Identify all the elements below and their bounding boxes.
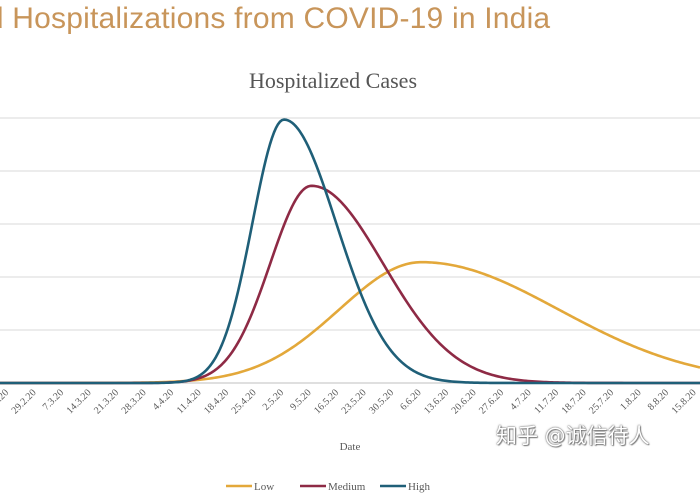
x-tick-label: 15.8.20 — [670, 387, 699, 416]
x-tick-label: 8.8.20 — [646, 387, 671, 412]
x-tick-label: 21.3.20 — [92, 387, 121, 416]
x-tick-label: 11.7.20 — [532, 387, 561, 416]
legend-label-low: Low — [254, 481, 274, 493]
series-line-high — [0, 118, 700, 385]
x-tick-label: 9.5.20 — [288, 387, 313, 412]
x-tick-label: 30.5.20 — [367, 387, 396, 416]
x-tick-label: 20.6.20 — [450, 387, 479, 416]
legend-label-medium: Medium — [328, 481, 366, 493]
x-tick-label: 25.4.20 — [230, 387, 259, 416]
x-tick-label: 7.3.20 — [41, 387, 66, 412]
x-tick-label: 4.4.20 — [151, 387, 176, 412]
x-tick-label: 29.2.20 — [10, 387, 39, 416]
banner-title: ed Hospitalizations from COVID-19 in Ind… — [0, 2, 551, 35]
x-tick-label: 6.6.20 — [398, 387, 423, 412]
x-tick-label: 1.8.20 — [618, 387, 643, 412]
x-tick-label: 2.5.20 — [261, 387, 286, 412]
chart-title: Hospitalized Cases — [248, 68, 418, 93]
series-line-medium — [0, 184, 700, 385]
x-tick-label: 16.5.20 — [312, 387, 341, 416]
x-tick-label: 28.3.20 — [120, 387, 149, 416]
legend-label-high: High — [408, 481, 431, 493]
x-tick-label: 18.7.20 — [560, 387, 589, 416]
series-line-low — [0, 260, 700, 385]
watermark-text: 知乎 @诚信待人 — [496, 424, 650, 448]
x-tick-label: 25.7.20 — [587, 387, 616, 416]
y-gridlines — [0, 117, 700, 384]
x-tick-label: 13.6.20 — [422, 387, 451, 416]
x-tick-label: 11.4.20 — [175, 387, 204, 416]
x-tick-label: 22.2.20 — [0, 387, 11, 416]
x-tick-label: 4.7.20 — [508, 387, 533, 412]
series-lines — [0, 118, 700, 385]
x-tick-label: 23.5.20 — [340, 387, 369, 416]
x-tick-label: 27.6.20 — [477, 387, 506, 416]
x-axis-label: Date — [340, 441, 361, 453]
page-banner: ed Hospitalizations from COVID-19 in Ind… — [0, 0, 700, 40]
x-tick-label: 18.4.20 — [202, 387, 231, 416]
x-tick-label: 14.3.20 — [65, 387, 94, 416]
legend: Low Medium High — [226, 481, 431, 493]
